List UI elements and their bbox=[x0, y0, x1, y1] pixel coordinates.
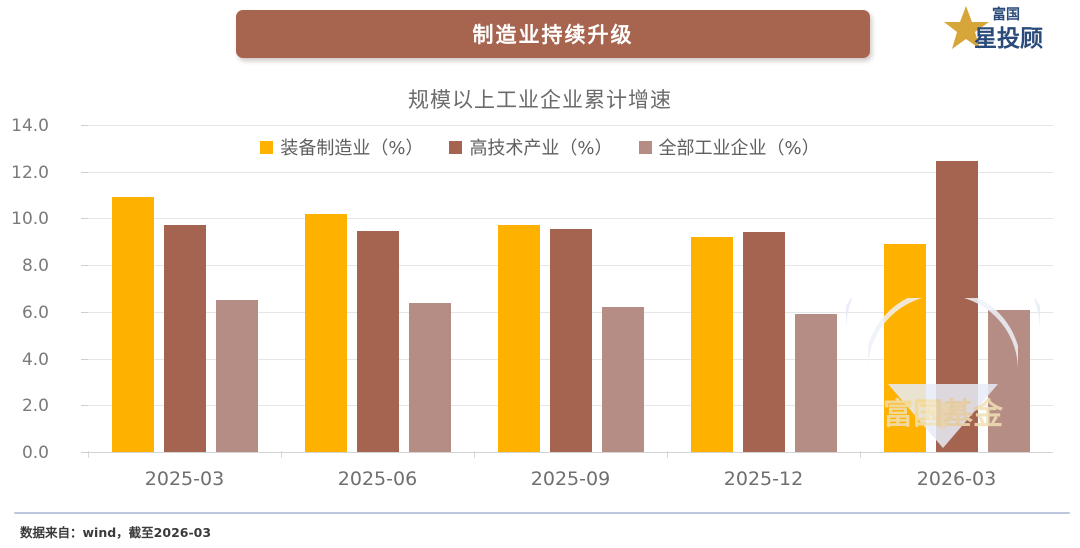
bar-group: 2025-03 bbox=[88, 72, 281, 490]
legend-item-all-industrial-enterprises[interactable]: 全部工业企业（%） bbox=[638, 134, 820, 160]
x-axis-tick-mark bbox=[860, 451, 861, 458]
y-axis-tick-label: 0.0 bbox=[21, 443, 49, 463]
legend-swatch-series-0 bbox=[260, 140, 274, 154]
banner-title-text: 制造业持续升级 bbox=[472, 23, 634, 47]
y-axis-tick-mark bbox=[81, 171, 88, 173]
x-axis-tick-mark bbox=[667, 451, 668, 458]
bar-group: 2025-09 bbox=[474, 72, 667, 490]
page-footer: 数据来自：wind，截至2026-03 bbox=[0, 512, 1080, 548]
bar-group: 2026-03 bbox=[860, 72, 1053, 490]
chart-container: 规模以上工业企业累计增速 装备制造业（%） 高技术产业（%） 全部工业企业（%）… bbox=[0, 72, 1080, 512]
bar-2025-06-series-2[interactable] bbox=[408, 302, 451, 452]
gridline bbox=[88, 171, 1053, 173]
legend-item-high-tech-industry[interactable]: 高技术产业（%） bbox=[449, 134, 613, 160]
bar-2026-03-series-1[interactable] bbox=[935, 161, 978, 452]
legend-item-equipment-manufacturing[interactable]: 装备制造业（%） bbox=[260, 134, 423, 160]
bar-2026-03-series-2[interactable] bbox=[987, 309, 1030, 452]
y-axis-tick-mark bbox=[81, 358, 88, 360]
y-axis-tick-label: 12.0 bbox=[11, 162, 49, 183]
gridline bbox=[88, 125, 1053, 126]
bar-2025-12-series-0[interactable] bbox=[690, 237, 733, 452]
bar-2025-03-series-1[interactable] bbox=[163, 225, 206, 452]
x-axis-tick-label: 2025-09 bbox=[530, 468, 611, 490]
legend-swatch-series-1 bbox=[449, 140, 463, 154]
x-axis-tick-label: 2025-12 bbox=[723, 468, 804, 490]
y-axis-tick-label: 4.0 bbox=[21, 349, 49, 370]
y-axis-tick-mark bbox=[81, 405, 88, 407]
title-banner: 制造业持续升级 bbox=[236, 10, 870, 58]
bar-2025-12-series-2[interactable] bbox=[794, 314, 837, 452]
y-axis-tick-label: 10.0 bbox=[11, 209, 49, 230]
bar-2025-06-series-0[interactable] bbox=[304, 213, 347, 452]
x-axis-tick-label: 2025-06 bbox=[337, 468, 418, 490]
y-axis-tick-mark bbox=[81, 452, 88, 453]
bar-group-bars bbox=[860, 72, 1053, 452]
bar-group-bars bbox=[281, 72, 474, 452]
y-axis-tick-mark bbox=[81, 218, 88, 220]
y-axis-tick-label: 2.0 bbox=[21, 396, 49, 417]
bar-2025-03-series-0[interactable] bbox=[111, 197, 154, 452]
gridline bbox=[88, 218, 1053, 220]
svg-text:富国: 富国 bbox=[992, 6, 1020, 23]
source-note: 数据来自：wind，截至2026-03 bbox=[20, 525, 212, 540]
x-axis-tick-mark bbox=[88, 451, 89, 458]
bar-2025-09-series-2[interactable] bbox=[601, 307, 644, 452]
y-axis-tick-label: 8.0 bbox=[21, 256, 49, 277]
x-axis-tick-label: 2025-03 bbox=[144, 468, 225, 490]
bar-group-bars bbox=[88, 72, 281, 452]
bar-group-bars bbox=[474, 72, 667, 452]
y-axis-tick-mark bbox=[81, 125, 88, 126]
chart-legend: 装备制造业（%） 高技术产业（%） 全部工业企业（%） bbox=[0, 134, 1080, 160]
bar-group-bars bbox=[667, 72, 860, 452]
gridline bbox=[88, 452, 1053, 453]
bar-2025-09-series-1[interactable] bbox=[549, 228, 592, 452]
bar-group: 2025-12 bbox=[667, 72, 860, 490]
page-header: 制造业持续升级 富国 星投顾 bbox=[0, 0, 1080, 72]
bar-groups: 2025-03 2025-06 2025-09 2025-12 2026-03 bbox=[88, 72, 1053, 490]
y-axis-tick-mark bbox=[81, 311, 88, 313]
logo-star-icon: 富国 星投顾 bbox=[944, 6, 1043, 52]
x-axis-tick-label: 2026-03 bbox=[916, 468, 997, 490]
bar-2025-06-series-1[interactable] bbox=[356, 231, 399, 452]
x-axis-tick-mark bbox=[474, 451, 475, 458]
chart-title: 规模以上工业企业累计增速 bbox=[408, 88, 672, 112]
bar-2025-09-series-0[interactable] bbox=[497, 225, 540, 452]
legend-swatch-series-2 bbox=[638, 140, 652, 154]
plot-area: 0.0 2.0 4.0 6.0 8.0 10.0 12.0 14.0 2025-03 2025-… bbox=[11, 72, 1053, 490]
x-axis-tick-mark bbox=[281, 451, 282, 458]
legend-label-series-1: 高技术产业（%） bbox=[469, 138, 613, 159]
legend-label-series-2: 全部工业企业（%） bbox=[658, 138, 820, 159]
legend-label-series-0: 装备制造业（%） bbox=[280, 138, 424, 159]
svg-text:星投顾: 星投顾 bbox=[974, 26, 1043, 52]
footer-divider bbox=[14, 512, 1070, 514]
bar-2026-03-series-0[interactable] bbox=[883, 244, 926, 452]
y-axis-tick-label: 6.0 bbox=[21, 302, 49, 323]
bar-2025-03-series-2[interactable] bbox=[215, 300, 258, 452]
bar-group: 2025-06 bbox=[281, 72, 474, 490]
brand-logo: 富国 星投顾 bbox=[944, 2, 1070, 54]
y-axis-tick-label: 14.0 bbox=[11, 116, 49, 136]
bar-2025-12-series-1[interactable] bbox=[742, 232, 785, 452]
y-axis-tick-mark bbox=[81, 265, 88, 267]
